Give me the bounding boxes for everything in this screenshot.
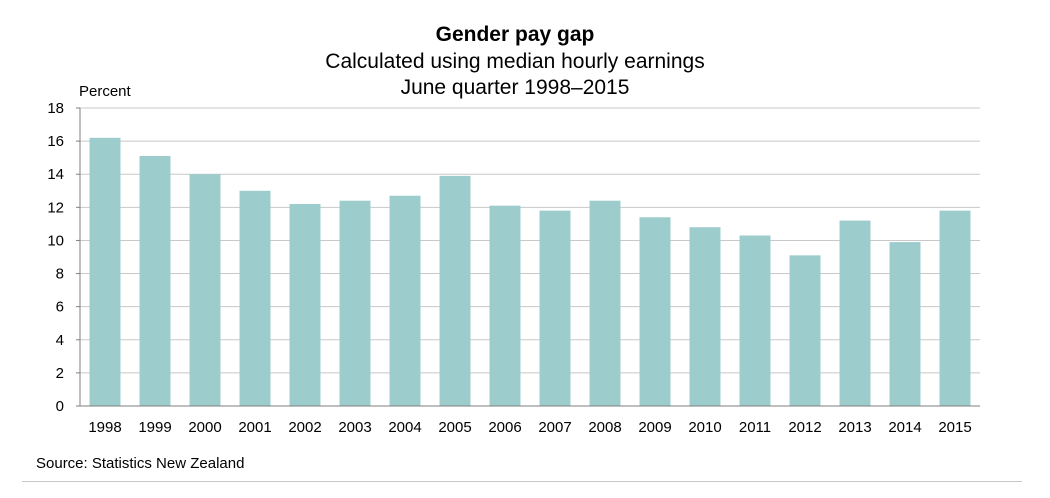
chart-subtitle-line-1: Calculated using median hourly earnings [325,50,705,73]
x-tick-label: 2010 [688,419,721,436]
y-tick-label: 8 [56,266,64,283]
chart-subtitle-line-2: June quarter 1998–2015 [400,76,630,99]
y-tick-label: 18 [47,100,64,117]
bottom-divider [22,481,1022,482]
y-tick-label: 16 [47,133,64,150]
bar-2012 [789,255,821,406]
x-tick-label: 2014 [888,419,921,436]
bar-2006 [489,205,521,406]
y-axis-label: Percent [79,83,131,100]
y-tick-label: 12 [47,199,64,216]
y-tick-label: 10 [47,232,64,249]
bar-1998 [89,137,121,407]
x-tick-label: 2012 [788,419,821,436]
x-tick-label: 2005 [438,419,471,436]
x-tick-label: 2003 [338,419,371,436]
y-tick-label: 14 [47,166,64,183]
x-tick-label: 2004 [388,419,421,436]
x-tick-label: 2013 [838,419,871,436]
bar-2009 [639,217,671,406]
x-tick-label: 2002 [288,419,321,436]
bar-2014 [889,242,921,406]
bar-2007 [539,210,571,406]
bar-1999 [139,156,171,406]
x-tick-label: 2007 [538,419,571,436]
x-tick-label: 2015 [938,419,971,436]
bar-2004 [389,195,421,406]
y-tick-label: 6 [56,299,64,316]
x-tick-label: 1998 [88,419,121,436]
bar-2005 [439,175,471,406]
bar-2013 [839,220,871,406]
bar-2003 [339,200,371,406]
bar-2002 [289,204,321,406]
bar-2011 [739,235,771,406]
x-tick-label: 2008 [588,419,621,436]
bar-2010 [689,227,721,406]
y-tick-label: 2 [56,365,64,382]
bar-2008 [589,200,621,406]
chart-title: Gender pay gap [435,23,595,46]
x-tick-label: 2009 [638,419,671,436]
x-tick-label: 2006 [488,419,521,436]
y-tick-label: 4 [56,332,64,349]
bar-2000 [189,174,221,406]
bar-2001 [239,190,271,406]
x-tick-label: 2000 [188,419,221,436]
x-tick-label: 2011 [739,419,771,436]
y-tick-label: 0 [56,398,64,415]
source-note: Source: Statistics New Zealand [36,455,245,472]
x-tick-label: 2001 [238,419,271,436]
x-tick-label: 1999 [138,419,171,436]
bar-2015 [939,210,971,406]
